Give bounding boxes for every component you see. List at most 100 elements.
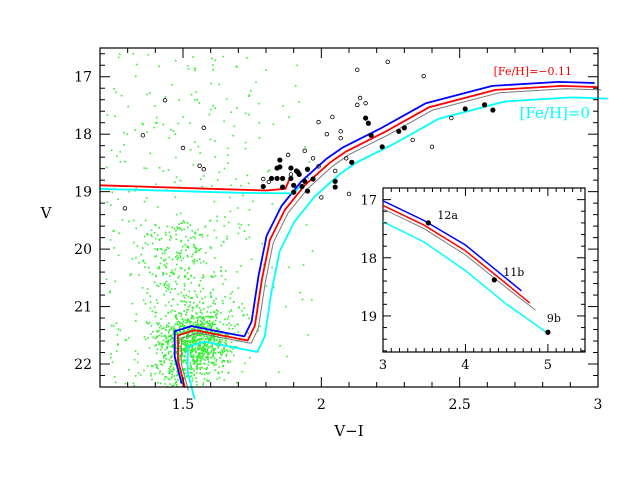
field-star-point bbox=[195, 380, 198, 383]
field-star-point bbox=[251, 200, 254, 203]
field-star-point bbox=[193, 260, 196, 263]
field-star-point bbox=[178, 312, 180, 314]
field-star-point bbox=[156, 335, 158, 338]
filled-star-point bbox=[293, 168, 300, 174]
field-star-point bbox=[196, 98, 198, 101]
field-star-point bbox=[181, 340, 184, 342]
field-star-point bbox=[162, 123, 165, 126]
field-star-point bbox=[215, 363, 217, 366]
field-star-point bbox=[187, 329, 189, 331]
field-star-point bbox=[166, 287, 169, 290]
field-star-point bbox=[272, 123, 275, 126]
field-star-point bbox=[169, 239, 171, 241]
field-star-point bbox=[221, 361, 223, 364]
field-star-point bbox=[180, 259, 183, 262]
inset-isochrone-line bbox=[382, 204, 531, 304]
field-star-point bbox=[174, 323, 176, 326]
field-star-point bbox=[195, 359, 197, 362]
field-star-point bbox=[206, 348, 209, 350]
field-star-point bbox=[194, 98, 196, 101]
open-star-point bbox=[180, 145, 186, 151]
filled-star-point bbox=[379, 144, 385, 150]
field-star-point bbox=[210, 247, 212, 250]
field-star-point bbox=[197, 331, 199, 333]
field-star-point bbox=[186, 308, 188, 311]
field-star-point bbox=[302, 264, 305, 266]
field-star-point bbox=[210, 351, 212, 354]
field-star-point bbox=[282, 105, 284, 107]
field-star-point bbox=[158, 226, 161, 229]
field-star-point bbox=[223, 360, 226, 363]
field-star-point bbox=[176, 318, 178, 320]
inset-point-label: 9b bbox=[547, 312, 561, 325]
field-star-point bbox=[121, 219, 124, 221]
field-star-point bbox=[180, 313, 183, 315]
field-star-point bbox=[160, 363, 162, 365]
field-star-point bbox=[222, 283, 224, 285]
field-star-point bbox=[210, 357, 212, 359]
field-star-point bbox=[191, 372, 193, 374]
field-star-point bbox=[167, 332, 170, 334]
field-star-point bbox=[183, 288, 186, 291]
field-star-point bbox=[161, 373, 164, 376]
field-star-point bbox=[198, 258, 201, 260]
field-star-point bbox=[164, 265, 167, 268]
field-star-point bbox=[185, 343, 187, 346]
field-star-point bbox=[189, 371, 192, 374]
field-star-point bbox=[198, 102, 201, 104]
field-star-point bbox=[174, 280, 177, 283]
field-star-point bbox=[159, 283, 162, 285]
field-star-point bbox=[214, 319, 217, 322]
field-star-point bbox=[187, 319, 189, 322]
field-star-point bbox=[223, 379, 226, 382]
field-star-point bbox=[110, 324, 113, 327]
field-star-point bbox=[158, 267, 161, 270]
y-axis-label: V bbox=[40, 204, 53, 222]
field-star-point bbox=[155, 352, 158, 354]
field-star-point bbox=[114, 280, 117, 283]
field-star-point bbox=[160, 257, 163, 259]
field-star-point bbox=[166, 225, 169, 228]
field-star-point bbox=[198, 345, 201, 348]
field-star-point bbox=[219, 352, 222, 354]
field-star-point bbox=[199, 355, 202, 357]
field-star-point bbox=[227, 221, 230, 224]
field-star-point bbox=[216, 179, 219, 181]
field-star-point bbox=[214, 140, 216, 142]
filled-star-point bbox=[268, 175, 275, 182]
field-star-point bbox=[168, 351, 170, 353]
field-star-point bbox=[197, 328, 200, 331]
field-star-point bbox=[170, 337, 173, 340]
field-star-point bbox=[106, 201, 108, 204]
field-star-point bbox=[179, 266, 182, 269]
field-star-point bbox=[193, 369, 196, 372]
field-star-point bbox=[159, 370, 161, 372]
field-star-point bbox=[193, 332, 195, 335]
field-star-point bbox=[211, 336, 213, 338]
field-star-point bbox=[221, 371, 223, 373]
field-star-point bbox=[222, 364, 224, 367]
field-star-point bbox=[210, 330, 212, 333]
field-star-point bbox=[206, 368, 208, 370]
field-star-point bbox=[119, 161, 122, 163]
field-star-point bbox=[196, 316, 198, 319]
field-star-point bbox=[179, 339, 181, 341]
field-star-point bbox=[191, 339, 194, 342]
field-star-point bbox=[187, 320, 189, 323]
field-star-point bbox=[197, 344, 200, 347]
field-star-point bbox=[206, 234, 209, 237]
field-star-point bbox=[201, 185, 204, 188]
field-star-point bbox=[179, 322, 182, 325]
field-star-point bbox=[228, 327, 231, 330]
field-star-point bbox=[199, 360, 202, 363]
field-star-point bbox=[211, 331, 213, 333]
field-star-point bbox=[181, 322, 184, 325]
field-star-point bbox=[171, 309, 174, 312]
field-star-point bbox=[160, 343, 162, 346]
field-star-point bbox=[206, 351, 209, 354]
field-star-point bbox=[212, 320, 215, 323]
field-star-point bbox=[150, 374, 152, 377]
field-star-point bbox=[176, 258, 179, 260]
filled-star-point bbox=[260, 183, 266, 190]
